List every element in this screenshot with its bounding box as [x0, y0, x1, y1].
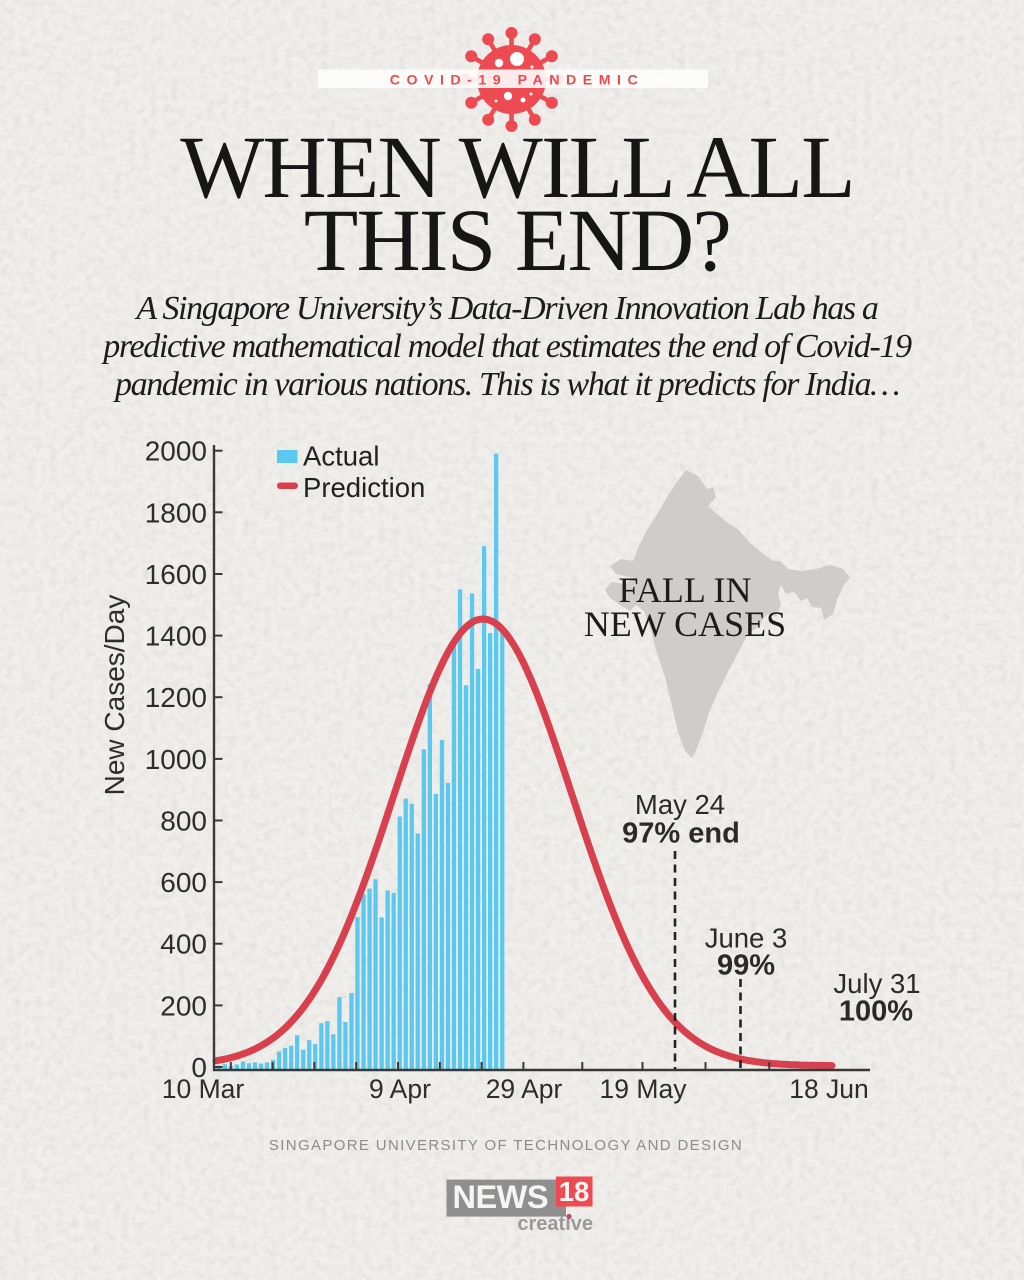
svg-text:creative: creative	[517, 1213, 593, 1235]
svg-text:10 Mar: 10 Mar	[162, 1074, 245, 1104]
svg-text:May 24: May 24	[635, 789, 725, 820]
svg-text:29 Apr: 29 Apr	[486, 1074, 563, 1104]
svg-text:Prediction: Prediction	[303, 472, 425, 503]
svg-text:200: 200	[160, 990, 207, 1021]
svg-text:400: 400	[160, 929, 207, 960]
svg-text:2000: 2000	[145, 436, 207, 467]
svg-text:9 Apr: 9 Apr	[369, 1074, 431, 1104]
svg-text:600: 600	[160, 867, 207, 898]
svg-text:FALL IN: FALL IN	[619, 570, 752, 610]
svg-text:19 May: 19 May	[600, 1074, 688, 1104]
svg-text:New Cases/Day: New Cases/Day	[99, 595, 130, 796]
svg-text:97% end: 97% end	[622, 818, 740, 850]
svg-text:COVID-19 PANDEMIC: COVID-19 PANDEMIC	[390, 73, 645, 89]
svg-text:NEWS: NEWS	[453, 1179, 549, 1215]
svg-text:1200: 1200	[145, 682, 207, 713]
svg-text:July 31: July 31	[833, 968, 920, 999]
svg-text:18: 18	[559, 1176, 590, 1207]
svg-text:1400: 1400	[145, 621, 207, 652]
svg-text:June 3: June 3	[705, 923, 788, 954]
svg-text:0: 0	[191, 1052, 207, 1083]
svg-text:1000: 1000	[145, 744, 207, 775]
svg-text:800: 800	[160, 806, 207, 837]
svg-text:18 Jun: 18 Jun	[789, 1074, 869, 1104]
svg-text:1800: 1800	[145, 497, 207, 528]
svg-text:100%: 100%	[839, 996, 913, 1028]
svg-text:99%: 99%	[717, 950, 775, 982]
svg-text:Actual: Actual	[303, 441, 379, 472]
svg-text:1600: 1600	[145, 559, 207, 590]
svg-text:NEW CASES: NEW CASES	[584, 604, 786, 644]
